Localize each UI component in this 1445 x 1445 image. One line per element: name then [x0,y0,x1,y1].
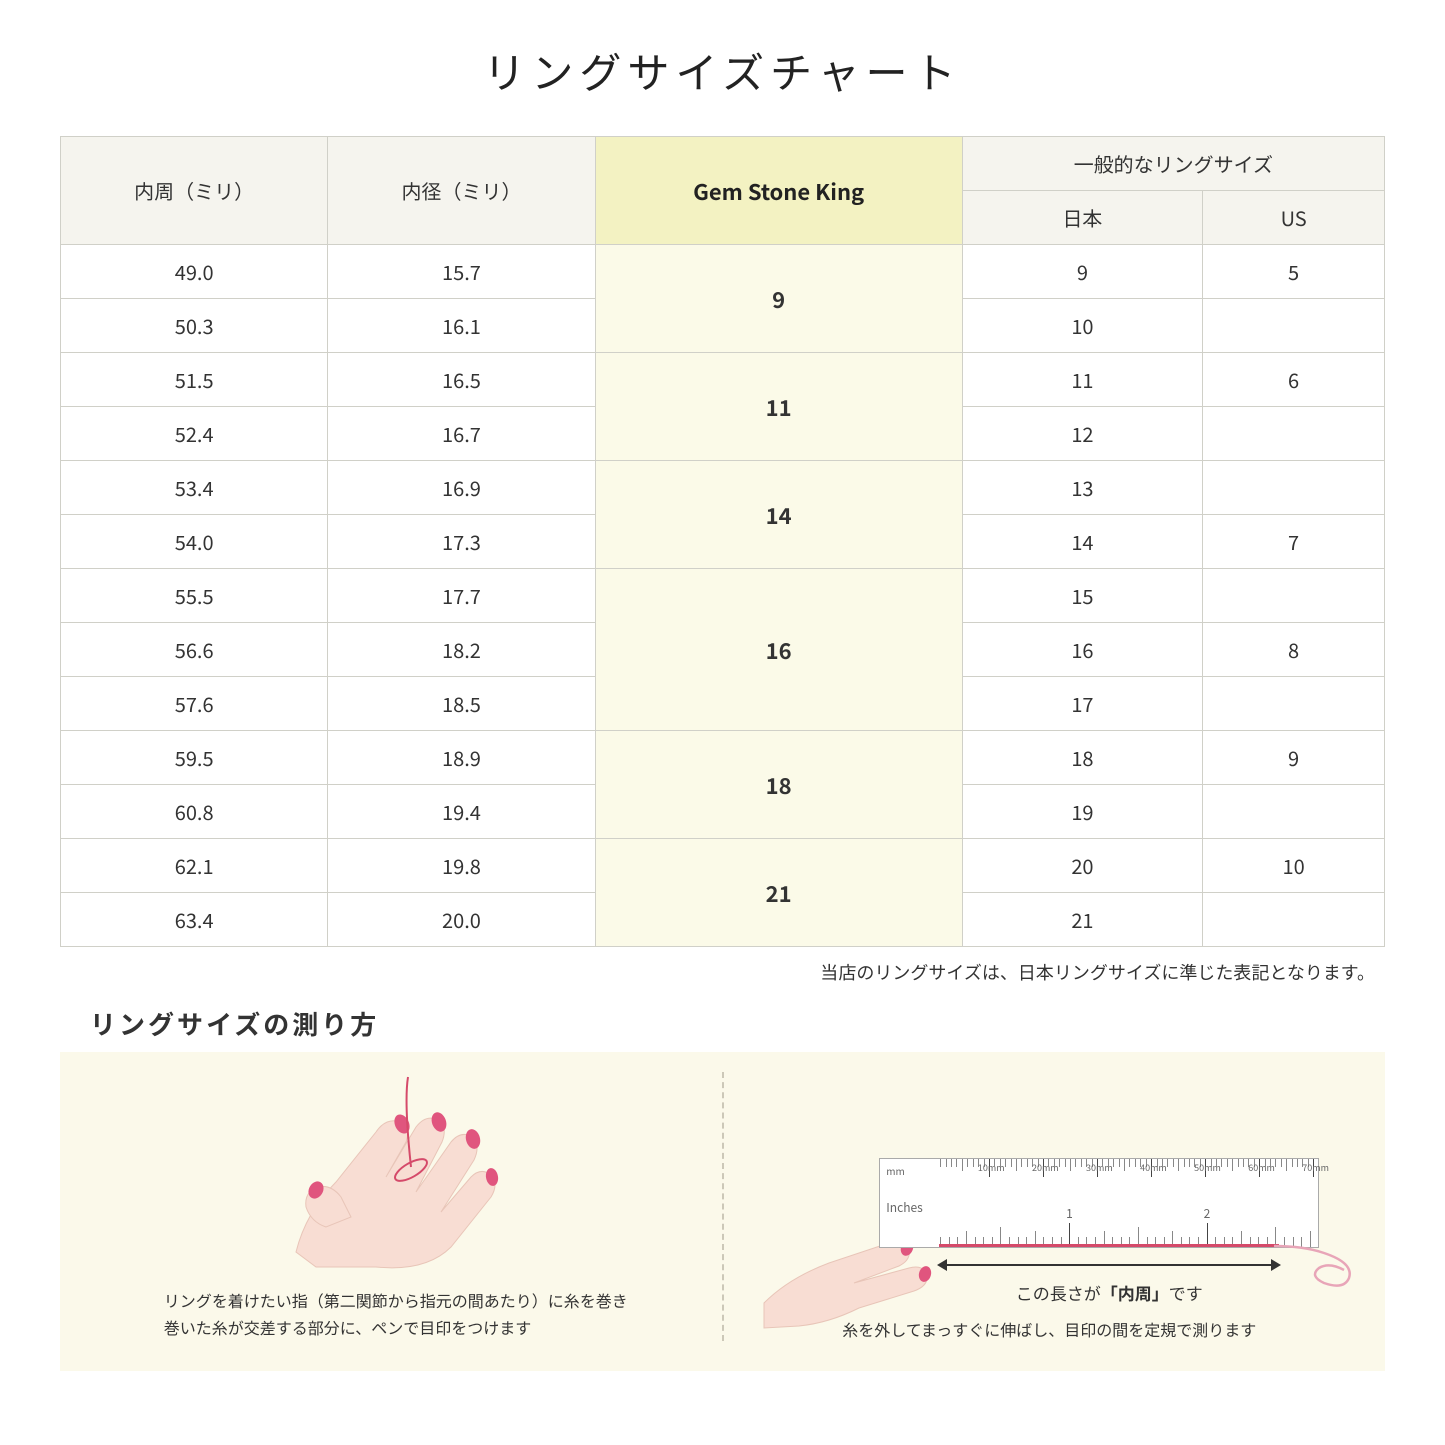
ruler-icon: mm Inches 10mm20mm30mm40mm50mm60mm70mm 1… [879,1158,1319,1248]
cell-circumference: 59.5 [61,731,328,785]
cell-circumference: 51.5 [61,353,328,407]
cell-us [1203,461,1385,515]
table-row: 55.517.71615 [61,569,1385,623]
ruler-area: mm Inches 10mm20mm30mm40mm50mm60mm70mm 1… [769,1158,1329,1305]
cell-japan: 16 [962,623,1203,677]
cell-us [1203,785,1385,839]
cell-diameter: 16.9 [328,461,595,515]
cell-gsk: 9 [595,245,962,353]
hand-wrap-icon [256,1072,536,1272]
col-us: US [1203,191,1385,245]
cell-diameter: 17.3 [328,515,595,569]
cell-japan: 14 [962,515,1203,569]
cell-japan: 15 [962,569,1203,623]
cell-us: 6 [1203,353,1385,407]
cell-diameter: 17.7 [328,569,595,623]
cell-japan: 9 [962,245,1203,299]
cell-diameter: 18.2 [328,623,595,677]
table-row: 59.518.918189 [61,731,1385,785]
cell-circumference: 60.8 [61,785,328,839]
ring-size-table: 内周（ミリ） 内径（ミリ） Gem Stone King 一般的なリングサイズ … [60,136,1385,947]
howto-step2: mm Inches 10mm20mm30mm40mm50mm60mm70mm 1… [744,1072,1356,1341]
cell-circumference: 50.3 [61,299,328,353]
table-row: 49.015.7995 [61,245,1385,299]
col-circumference: 内周（ミリ） [61,137,328,245]
cell-diameter: 15.7 [328,245,595,299]
table-row: 53.416.91413 [61,461,1385,515]
cell-japan: 21 [962,893,1203,947]
cell-diameter: 16.1 [328,299,595,353]
cell-japan: 20 [962,839,1203,893]
cell-japan: 18 [962,731,1203,785]
cell-diameter: 18.5 [328,677,595,731]
cell-us [1203,407,1385,461]
cell-circumference: 62.1 [61,839,328,893]
cell-japan: 10 [962,299,1203,353]
table-row: 62.119.8212010 [61,839,1385,893]
cell-gsk: 16 [595,569,962,731]
col-japan: 日本 [962,191,1203,245]
howto-panel: リングを着けたい指（第二関節から指元の間あたり）に糸を巻き巻いた糸が交差する部分… [60,1052,1385,1371]
cell-circumference: 53.4 [61,461,328,515]
cell-us: 10 [1203,839,1385,893]
cell-circumference: 63.4 [61,893,328,947]
page-title: リングサイズチャート [60,40,1385,101]
ruler-mm-label: mm [886,1163,905,1178]
cell-diameter: 19.8 [328,839,595,893]
howto-divider [722,1072,724,1341]
cell-us [1203,677,1385,731]
cell-diameter: 19.4 [328,785,595,839]
cell-diameter: 16.7 [328,407,595,461]
cell-circumference: 52.4 [61,407,328,461]
howto-title: リングサイズの測り方 [60,1005,1385,1042]
cell-gsk: 18 [595,731,962,839]
cell-gsk: 21 [595,839,962,947]
cell-circumference: 56.6 [61,623,328,677]
cell-japan: 17 [962,677,1203,731]
cell-us: 7 [1203,515,1385,569]
cell-us [1203,569,1385,623]
measure-label: この長さが「内周」です [939,1280,1279,1305]
cell-japan: 19 [962,785,1203,839]
cell-circumference: 54.0 [61,515,328,569]
cell-us [1203,299,1385,353]
cell-diameter: 20.0 [328,893,595,947]
cell-circumference: 57.6 [61,677,328,731]
col-general: 一般的なリングサイズ [962,137,1384,191]
cell-us: 9 [1203,731,1385,785]
cell-gsk: 14 [595,461,962,569]
cell-japan: 11 [962,353,1203,407]
cell-japan: 12 [962,407,1203,461]
thread-tail-icon [1274,1228,1364,1288]
cell-circumference: 49.0 [61,245,328,299]
table-row: 51.516.511116 [61,353,1385,407]
cell-gsk: 11 [595,353,962,461]
cell-us: 8 [1203,623,1385,677]
cell-us [1203,893,1385,947]
col-gsk: Gem Stone King [595,137,962,245]
cell-us: 5 [1203,245,1385,299]
thread-line [939,1244,1279,1247]
cell-diameter: 16.5 [328,353,595,407]
table-note: 当店のリングサイズは、日本リングサイズに準じた表記となります。 [60,959,1385,985]
howto-step1: リングを着けたい指（第二関節から指元の間あたり）に糸を巻き巻いた糸が交差する部分… [90,1072,702,1341]
col-diameter: 内径（ミリ） [328,137,595,245]
cell-circumference: 55.5 [61,569,328,623]
step1-text: リングを着けたい指（第二関節から指元の間あたり）に糸を巻き巻いた糸が交差する部分… [164,1287,628,1341]
measure-arrow [939,1254,1279,1278]
cell-japan: 13 [962,461,1203,515]
ruler-in-label: Inches [886,1199,923,1216]
cell-diameter: 18.9 [328,731,595,785]
